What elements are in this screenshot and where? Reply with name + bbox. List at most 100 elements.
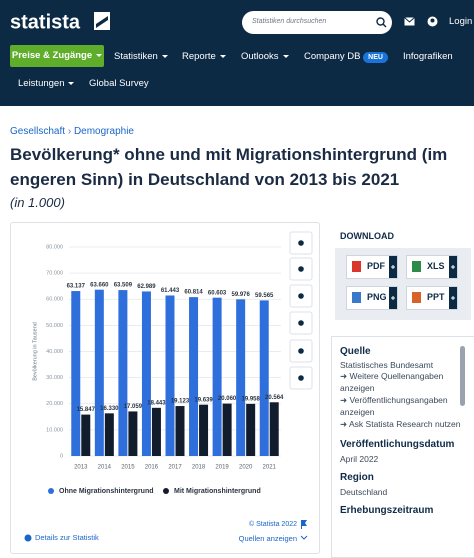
info-link[interactable]: ➜ Veröffentlichungsangaben anzeigen — [340, 395, 448, 417]
value-label: 19.123 — [171, 399, 190, 405]
breadcrumb-item[interactable]: Demographie — [73, 126, 134, 137]
file-icon — [412, 292, 421, 303]
legend-marker — [48, 488, 54, 494]
download-button[interactable]: PNG — [346, 286, 398, 310]
x-tick-label: 2013 — [74, 465, 88, 471]
bar — [259, 300, 269, 456]
account-icon[interactable] — [427, 16, 438, 27]
details-link[interactable]: Details zur Statistik — [35, 533, 99, 542]
plus-icon[interactable] — [449, 256, 457, 278]
bar — [212, 297, 222, 456]
x-tick-label: 2021 — [263, 465, 277, 471]
download-heading: DOWNLOAD — [340, 231, 394, 241]
y-tick-label: 60.000 — [46, 297, 63, 303]
action-icon — [298, 266, 304, 272]
info-link[interactable]: ➜ Weitere Quellenangaben anzeigen — [340, 371, 444, 393]
logo-text: statista — [10, 11, 81, 33]
file-icon — [412, 261, 421, 272]
bar — [81, 414, 91, 456]
region: Deutschland — [340, 487, 388, 497]
bar — [199, 404, 209, 456]
x-tick-label: 2018 — [192, 465, 206, 471]
legend-label: Ohne Migrationshintergrund — [59, 488, 154, 495]
nav-pricing[interactable]: Preise & Zugänge — [10, 45, 104, 67]
badge: NEU — [363, 52, 388, 63]
bar — [128, 411, 138, 456]
x-tick-label: 2015 — [121, 465, 135, 471]
y-tick-label: 80.000 — [46, 244, 63, 250]
flag-icon — [301, 520, 307, 529]
bar — [104, 413, 114, 456]
chart: 0 10.000 20.000 30.000 40.000 50.000 60.000 70.… — [24, 231, 313, 543]
search-icon — [376, 17, 387, 28]
value-label: 61.443 — [161, 288, 180, 294]
file-icon — [352, 292, 361, 303]
search-box[interactable]: Statistiken durchsuchen — [242, 11, 392, 34]
download-label: PDF — [367, 261, 385, 271]
subtitle: (in 1.000) — [10, 195, 65, 210]
plus-icon[interactable] — [449, 287, 457, 309]
value-label: 59.565 — [255, 293, 274, 299]
nav-item[interactable]: Global Survey — [89, 78, 149, 89]
plus-icon[interactable] — [389, 256, 397, 278]
sources-link[interactable]: Quellen anzeigen — [239, 534, 297, 543]
legend-marker — [163, 488, 169, 494]
scrollbar — [460, 346, 465, 406]
value-label: 63.509 — [114, 283, 133, 289]
mail-icon[interactable] — [404, 17, 416, 27]
info-content: Quelle Statistisches Bundesamt ➜ Weitere… — [340, 346, 465, 516]
value-label: 62.989 — [137, 284, 156, 290]
region-heading: Region — [340, 472, 374, 483]
y-tick-label: 50.000 — [46, 323, 63, 329]
download-label: PNG — [367, 292, 387, 302]
bar — [151, 407, 161, 456]
breadcrumb: Gesellschaft › Demographie — [10, 126, 134, 137]
action-icon — [298, 320, 304, 326]
x-tick-label: 2017 — [168, 465, 182, 471]
published: April 2022 — [340, 454, 379, 464]
plus-icon[interactable] — [389, 287, 397, 309]
bar — [175, 406, 185, 456]
period-heading: Erhebungszeitraum — [340, 505, 434, 516]
nav-label: Reporte — [182, 51, 216, 62]
download-button[interactable]: PPT — [406, 286, 458, 310]
y-tick-label: 70.000 — [46, 271, 63, 277]
bar — [236, 299, 246, 456]
value-label: 17.059 — [124, 404, 143, 410]
info-link[interactable]: ➜ Ask Statista Research nutzen — [340, 419, 461, 429]
copyright: © Statista 2022 — [249, 520, 297, 528]
bar — [141, 291, 151, 456]
action-icon — [298, 375, 304, 381]
bar — [189, 297, 199, 456]
download-button[interactable]: PDF — [346, 255, 398, 279]
breadcrumb-separator: › — [67, 126, 72, 137]
nav-item[interactable]: Statistiken — [114, 51, 168, 62]
value-label: 60.603 — [208, 290, 227, 296]
search-placeholder: Statistiken durchsuchen — [252, 18, 327, 25]
value-label: 16.330 — [100, 406, 119, 412]
value-label: 18.443 — [147, 400, 166, 406]
value-label: 20.060 — [218, 396, 237, 402]
nav-item[interactable]: Outlooks — [241, 51, 289, 62]
nav-item[interactable]: Leistungen — [18, 78, 75, 89]
y-tick-label: 0 — [60, 453, 63, 459]
x-tick-label: 2019 — [215, 465, 229, 471]
bar — [118, 290, 128, 456]
bar — [94, 289, 104, 456]
nav-item[interactable]: Reporte — [182, 51, 226, 62]
logo[interactable]: statista — [10, 8, 110, 36]
nav-item[interactable]: Company DB NEU — [304, 51, 388, 63]
value-label: 19.639 — [194, 397, 213, 403]
info-icon — [24, 534, 32, 542]
nav-item[interactable]: Infografiken — [403, 51, 453, 62]
value-label: 63.137 — [67, 284, 86, 290]
download-button[interactable]: XLS — [406, 255, 458, 279]
bar — [246, 403, 256, 456]
login[interactable]: Login — [449, 16, 473, 27]
page-title: Bevölkerung* ohne und mit Migrationshint… — [10, 145, 448, 189]
x-tick-label: 2020 — [239, 465, 253, 471]
y-tick-label: 40.000 — [46, 349, 63, 355]
breadcrumb-item[interactable]: Gesellschaft — [10, 126, 66, 137]
